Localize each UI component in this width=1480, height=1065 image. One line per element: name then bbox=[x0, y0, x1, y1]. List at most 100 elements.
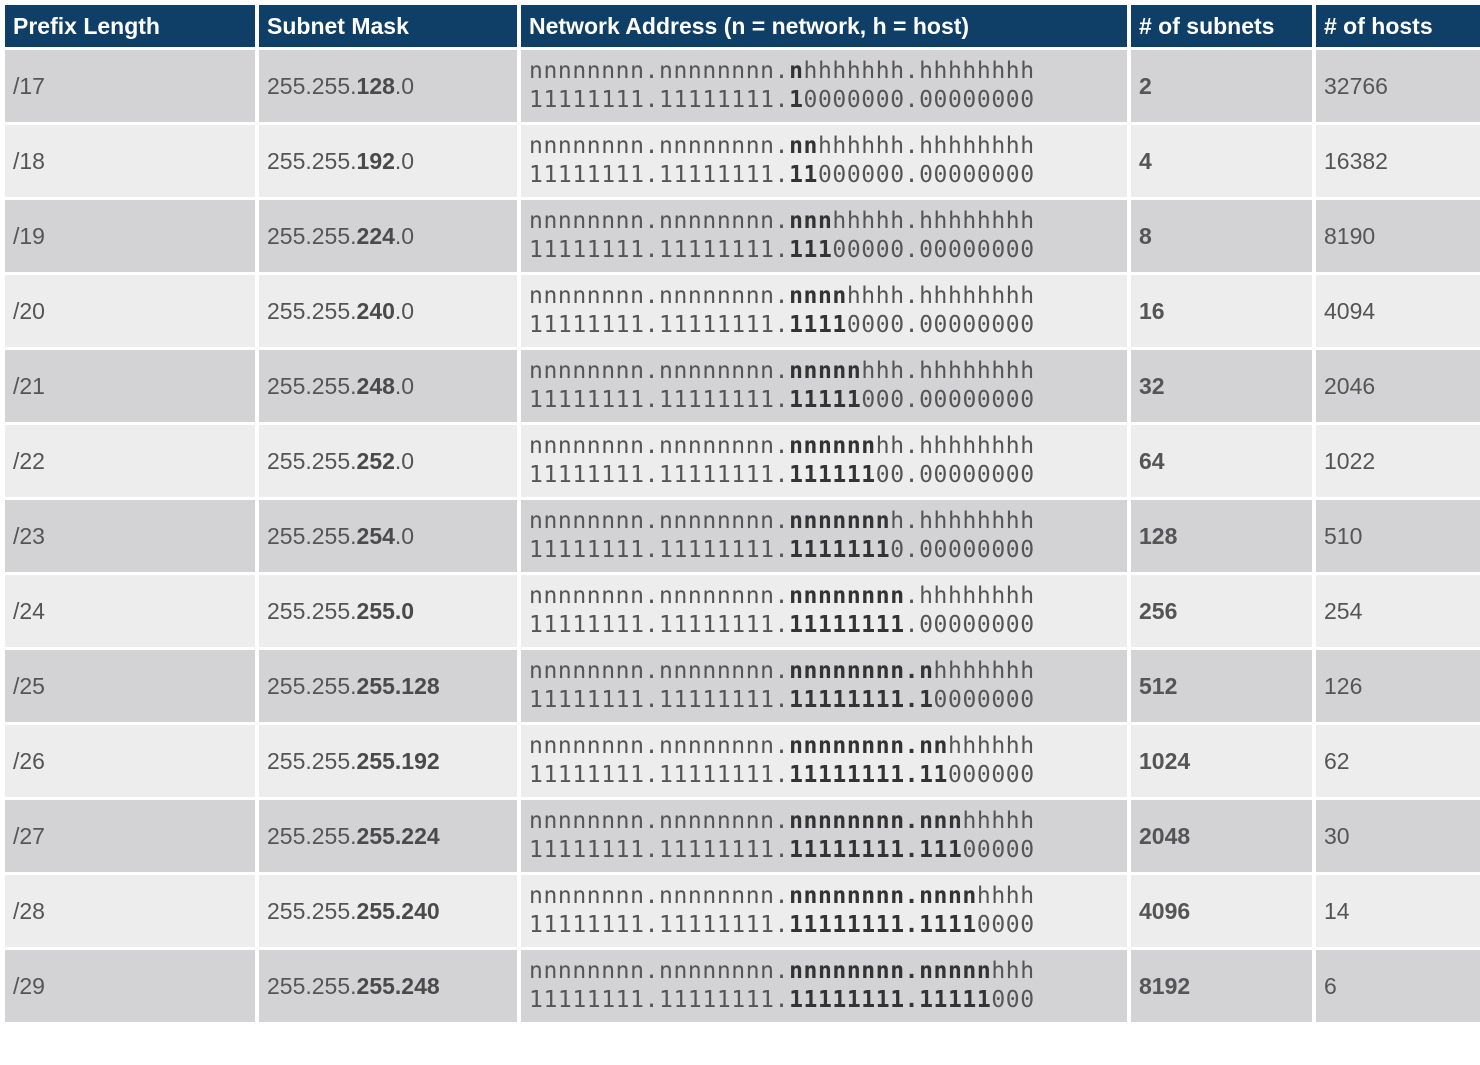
net-bold: nnnnnnnn.n bbox=[789, 658, 934, 684]
bin-tail: 000000.00000000 bbox=[817, 162, 1035, 188]
bin-plain: 11111111.11111111. bbox=[529, 462, 790, 488]
subnets-cell: 8192 bbox=[1131, 950, 1312, 1022]
prefix-length: /23 bbox=[13, 522, 45, 549]
network-address-cell: nnnnnnnn.nnnnnnnn.nhhhhhhh.hhhhhhhh 11111… bbox=[521, 50, 1127, 122]
mask-bold: 192 bbox=[356, 147, 395, 174]
net-bold: nnnnnnnn.nnnnn bbox=[789, 958, 992, 984]
mask-tail: .0 bbox=[394, 522, 415, 549]
network-address-cell: nnnnnnnn.nnnnnnnn.nnnnnnhh.hhhhhhhh 11111… bbox=[521, 425, 1127, 497]
network-address-cell: nnnnnnnn.nnnnnnnn.nnnnnhhh.hhhhhhhh 11111… bbox=[521, 350, 1127, 422]
network-address-cell: nnnnnnnn.nnnnnnnn.nnnnnnnn.nnnhhhhh 11111… bbox=[521, 800, 1127, 872]
net-plain: nnnnnnnn.nnnnnnnn. bbox=[529, 508, 790, 534]
net-plain: nnnnnnnn.nnnnnnnn. bbox=[529, 958, 790, 984]
network-host-pattern: nnnnnnnn.nnnnnnnn.nnhhhhhh.hhhhhhhh bbox=[529, 132, 1119, 161]
net-bold: nnnnn bbox=[789, 358, 862, 384]
binary-pattern: 11111111.11111111.11111111.11111000 bbox=[529, 986, 1119, 1015]
mask-plain: 255.255. bbox=[267, 897, 357, 924]
prefix-length: /18 bbox=[13, 147, 45, 174]
binary-pattern: 11111111.11111111.11111111.11100000 bbox=[529, 836, 1119, 865]
net-plain: nnnnnnnn.nnnnnnnn. bbox=[529, 433, 790, 459]
table-row: /27 255.255.255.224 nnnnnnnn.nnnnnnnn.nnnn… bbox=[5, 800, 1480, 872]
prefix-cell: /20 bbox=[5, 275, 255, 347]
prefix-cell: /27 bbox=[5, 800, 255, 872]
net-plain: nnnnnnnn.nnnnnnnn. bbox=[529, 133, 790, 159]
binary-pattern: 11111111.11111111.11111111.11000000 bbox=[529, 761, 1119, 790]
table-row: /19 255.255.224.0 nnnnnnnn.nnnnnnnn.nnnhhh… bbox=[5, 200, 1480, 272]
prefix-cell: /18 bbox=[5, 125, 255, 197]
subnets-cell: 256 bbox=[1131, 575, 1312, 647]
subnets-cell: 4 bbox=[1131, 125, 1312, 197]
subnets-count: 2048 bbox=[1139, 822, 1191, 849]
bin-plain: 11111111.11111111. bbox=[529, 987, 790, 1013]
bin-bold: 1111 bbox=[789, 312, 847, 338]
table-row: /29 255.255.255.248 nnnnnnnn.nnnnnnnn.nnnn… bbox=[5, 950, 1480, 1022]
net-plain: nnnnnnnn.nnnnnnnn. bbox=[529, 883, 790, 909]
mask-bold: 252 bbox=[356, 447, 395, 474]
bin-bold: 111 bbox=[789, 237, 833, 263]
subnets-count: 4096 bbox=[1139, 897, 1191, 924]
subnets-count: 2 bbox=[1139, 72, 1152, 99]
net-bold: nnnnnnnn bbox=[789, 583, 905, 609]
mask-bold: 255.224 bbox=[356, 822, 440, 849]
bin-tail: 00.00000000 bbox=[875, 462, 1035, 488]
mask-plain: 255.255. bbox=[267, 597, 357, 624]
bin-tail: 000.00000000 bbox=[861, 387, 1035, 413]
network-address-cell: nnnnnnnn.nnnnnnnn.nnnnnnnn.hhhhhhhh 11111… bbox=[521, 575, 1127, 647]
network-host-pattern: nnnnnnnn.nnnnnnnn.nnnnnnnn.nnnhhhhh bbox=[529, 807, 1119, 836]
table-row: /21 255.255.248.0 nnnnnnnn.nnnnnnnn.nnnnnh… bbox=[5, 350, 1480, 422]
mask-plain: 255.255. bbox=[267, 447, 357, 474]
hosts-count: 510 bbox=[1324, 522, 1363, 549]
subnets-count: 256 bbox=[1139, 597, 1178, 624]
header-subnets: # of subnets bbox=[1131, 5, 1312, 47]
hosts-count: 32766 bbox=[1324, 72, 1388, 99]
network-host-pattern: nnnnnnnn.nnnnnnnn.nnnnnnnn.nnnnhhhh bbox=[529, 882, 1119, 911]
bin-plain: 11111111.11111111. bbox=[529, 387, 790, 413]
net-bold: nnnnnnnn.nn bbox=[789, 733, 948, 759]
bin-tail: 0000.00000000 bbox=[846, 312, 1035, 338]
table-row: /26 255.255.255.192 nnnnnnnn.nnnnnnnn.nnnn… bbox=[5, 725, 1480, 797]
mask-bold: 255.240 bbox=[356, 897, 440, 924]
subnets-count: 4 bbox=[1139, 147, 1152, 174]
subnets-count: 64 bbox=[1139, 447, 1165, 474]
hosts-count: 62 bbox=[1324, 747, 1350, 774]
mask-plain: 255.255. bbox=[267, 72, 357, 99]
bin-plain: 11111111.11111111. bbox=[529, 687, 790, 713]
hosts-cell: 254 bbox=[1316, 575, 1480, 647]
table-row: /25 255.255.255.128 nnnnnnnn.nnnnnnnn.nnnn… bbox=[5, 650, 1480, 722]
mask-tail: .0 bbox=[394, 72, 415, 99]
bin-tail: 0000000 bbox=[933, 687, 1035, 713]
network-address-cell: nnnnnnnn.nnnnnnnn.nnnnnnnn.nnnnhhhh 11111… bbox=[521, 875, 1127, 947]
subnets-cell: 8 bbox=[1131, 200, 1312, 272]
network-host-pattern: nnnnnnnn.nnnnnnnn.nnnnnnnn.hhhhhhhh bbox=[529, 582, 1119, 611]
mask-tail: .0 bbox=[394, 297, 415, 324]
prefix-cell: /25 bbox=[5, 650, 255, 722]
network-address-cell: nnnnnnnn.nnnnnnnn.nnnnnnnh.hhhhhhhh 11111… bbox=[521, 500, 1127, 572]
header-prefix-length: Prefix Length bbox=[5, 5, 255, 47]
hosts-cell: 4094 bbox=[1316, 275, 1480, 347]
subnets-cell: 1024 bbox=[1131, 725, 1312, 797]
net-plain: nnnnnnnn.nnnnnnnn. bbox=[529, 358, 790, 384]
hosts-count: 254 bbox=[1324, 597, 1363, 624]
net-plain: nnnnnnnn.nnnnnnnn. bbox=[529, 583, 790, 609]
page-bottom-edge bbox=[0, 1060, 1480, 1065]
prefix-length: /22 bbox=[13, 447, 45, 474]
net-tail: hhhhhhh bbox=[933, 658, 1035, 684]
binary-pattern: 11111111.11111111.10000000.00000000 bbox=[529, 86, 1119, 115]
bin-plain: 11111111.11111111. bbox=[529, 537, 790, 563]
binary-pattern: 11111111.11111111.11111111.10000000 bbox=[529, 686, 1119, 715]
mask-plain: 255.255. bbox=[267, 147, 357, 174]
header-hosts: # of hosts bbox=[1316, 5, 1480, 47]
prefix-cell: /24 bbox=[5, 575, 255, 647]
hosts-cell: 8190 bbox=[1316, 200, 1480, 272]
mask-tail: .0 bbox=[394, 372, 415, 399]
subnet-mask-cell: 255.255.255.248 bbox=[259, 950, 517, 1022]
bin-bold: 1111111 bbox=[789, 537, 891, 563]
bin-bold: 1 bbox=[789, 87, 804, 113]
mask-tail: .0 bbox=[394, 147, 415, 174]
subnets-cell: 4096 bbox=[1131, 875, 1312, 947]
net-bold: nnnnnnnn.nnn bbox=[789, 808, 963, 834]
net-bold: nnnn bbox=[789, 283, 847, 309]
bin-tail: 0.00000000 bbox=[890, 537, 1035, 563]
binary-pattern: 11111111.11111111.11000000.00000000 bbox=[529, 161, 1119, 190]
bin-plain: 11111111.11111111. bbox=[529, 912, 790, 938]
